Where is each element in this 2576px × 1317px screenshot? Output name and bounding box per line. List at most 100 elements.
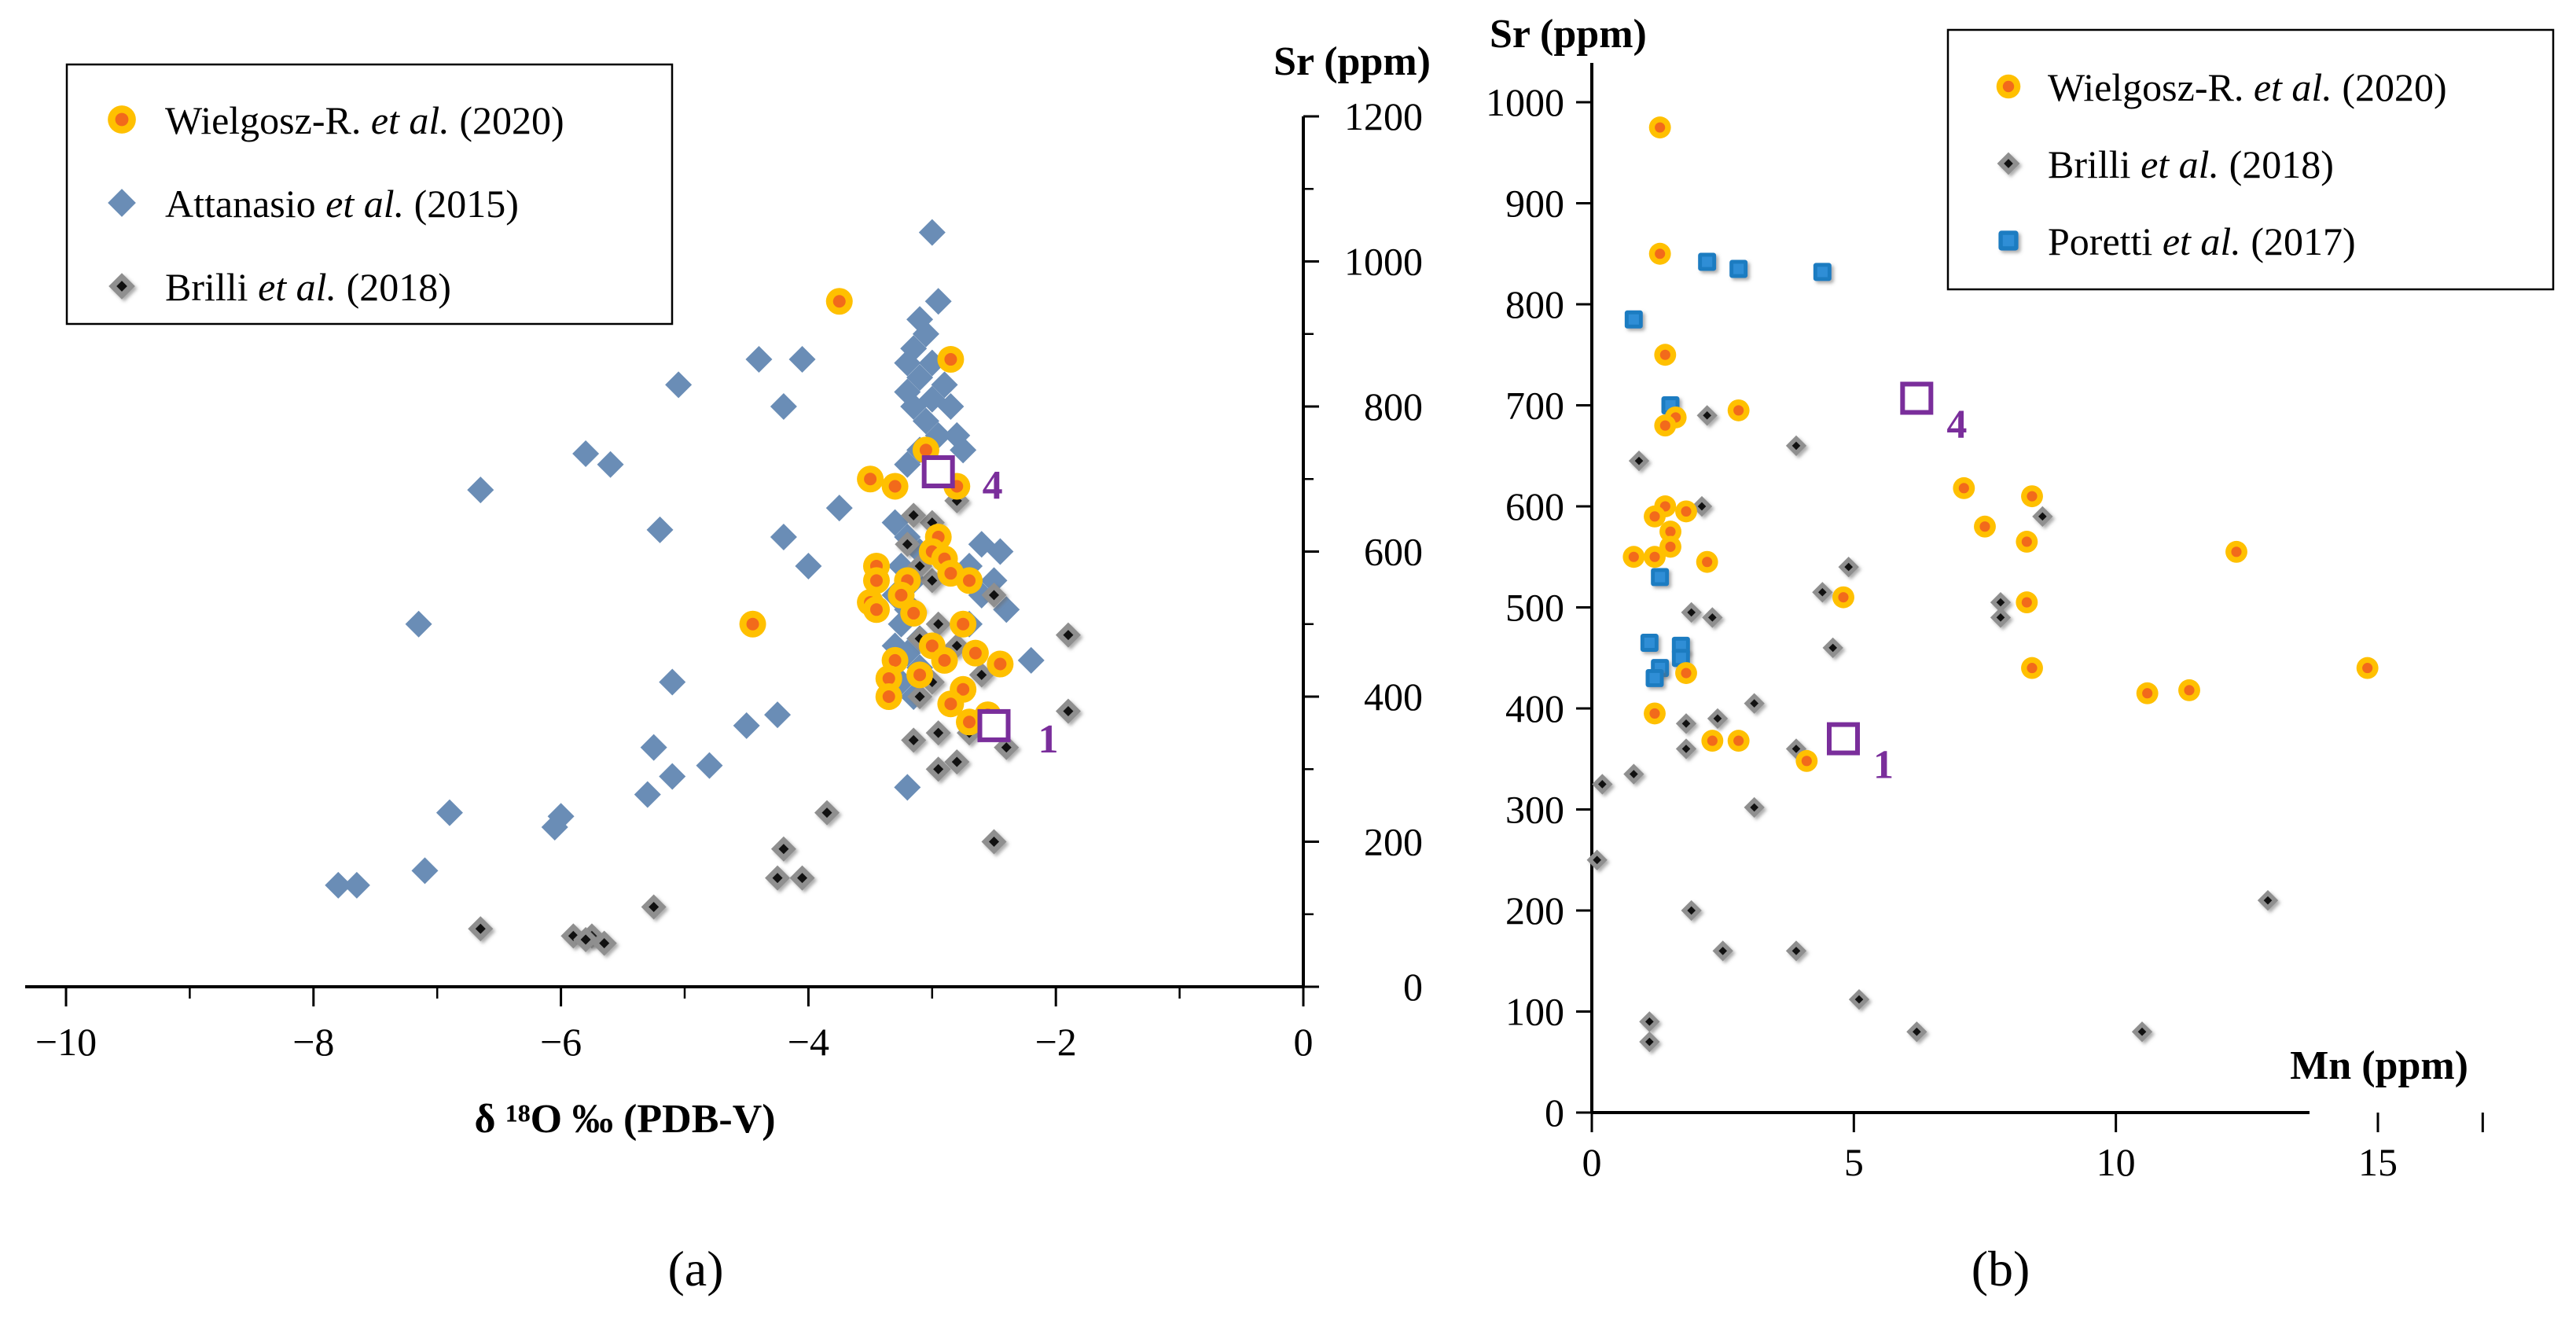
chart-panel-a: −10 −8 −6 −4 −2 0 0 200 400 600 800 1000 1200 4 1 Sr…: [25, 39, 1431, 1297]
data-point: [1729, 259, 1748, 278]
data-point: [2225, 540, 2247, 563]
data-point: [739, 610, 766, 638]
data-point: [1624, 310, 1643, 329]
sample-label: 4: [1946, 403, 1967, 447]
data-point: [1707, 708, 1729, 729]
legend-label: Wielgosz-R. et al. (2020): [2048, 65, 2447, 109]
data-point: [764, 701, 792, 729]
panel-label: (b): [1972, 1241, 2030, 1297]
data-point: [981, 582, 1007, 608]
x-tick-label: −8: [292, 1020, 334, 1064]
x-tick-label: −6: [540, 1020, 582, 1064]
legend-label: Brilli et al. (2018): [2048, 142, 2334, 186]
sample-marker-1: [1827, 722, 1860, 756]
x-axis-title: δ ¹⁸O ‰ (PDB-V): [474, 1097, 775, 1142]
data-point: [980, 567, 1008, 594]
legend-label: Brilli et al. (2018): [165, 265, 451, 309]
data-point: [2016, 531, 2038, 553]
x-tick-label: 15: [2358, 1140, 2398, 1184]
data-point: [814, 800, 840, 826]
data-point: [745, 346, 773, 373]
data-point: [467, 476, 494, 504]
data-point: [659, 763, 686, 790]
x-tick-label: −10: [35, 1020, 97, 1064]
y-tick-label: 600: [1364, 530, 1423, 574]
data-point: [765, 865, 791, 891]
data-point: [931, 371, 958, 399]
data-point: [2016, 591, 2038, 614]
data-point: [901, 727, 927, 753]
legend-box: [1946, 28, 2555, 291]
legend-marker: [1998, 230, 2019, 251]
legend-marker: [108, 189, 136, 217]
sample-marker-4: [1900, 381, 1934, 415]
data-point: [912, 407, 939, 435]
data-point: [950, 610, 977, 638]
data-point: [925, 611, 951, 637]
data-point: [1651, 568, 1670, 587]
data-point: [1644, 505, 1666, 528]
data-point: [573, 927, 599, 953]
data-point: [956, 567, 983, 594]
data-point: [925, 756, 951, 782]
data-point: [795, 552, 822, 579]
data-point: [343, 871, 370, 899]
chart-panel-b: 0 5 10 15 01002003004005006007008009001000 …: [1486, 12, 2555, 1297]
data-point: [1698, 252, 1717, 271]
data-point: [1812, 582, 1833, 603]
data-point: [2257, 890, 2279, 911]
data-point: [918, 219, 946, 246]
panel-label: (a): [667, 1241, 723, 1297]
data-point: [665, 371, 693, 399]
series-gray-diamond: [1586, 405, 2279, 1053]
data-point: [1659, 521, 1681, 543]
data-point: [937, 690, 965, 718]
data-point: [541, 814, 568, 841]
data-point: [1648, 242, 1671, 265]
data-point: [1639, 1011, 1660, 1032]
data-point: [1648, 116, 1671, 139]
data-point: [2032, 506, 2053, 527]
series-orange-circle: [1622, 116, 2379, 772]
data-point: [862, 596, 890, 624]
data-point: [900, 599, 928, 627]
series-blue-square: [1624, 252, 1832, 687]
data-point: [944, 749, 970, 775]
data-point: [2021, 485, 2043, 508]
data-point: [862, 567, 890, 594]
y-tick-label: 1200: [1344, 94, 1423, 138]
data-point: [1623, 763, 1644, 785]
x-axis-title: Mn (ppm): [2290, 1043, 2468, 1088]
data-point: [825, 288, 853, 315]
y-axis-title: Sr (ppm): [1490, 12, 1647, 57]
data-point: [1990, 607, 2012, 628]
y-tick-label: 200: [1505, 888, 1564, 933]
data-point: [1654, 414, 1677, 437]
data-point: [2021, 657, 2043, 679]
data-point: [981, 829, 1007, 855]
y-tick-label: 400: [1505, 686, 1564, 730]
data-point: [895, 532, 921, 557]
data-point: [1701, 730, 1724, 752]
data-point: [906, 661, 934, 689]
data-point: [1675, 713, 1697, 734]
data-point: [468, 916, 494, 942]
data-point: [1645, 668, 1664, 687]
sample-label: 1: [1038, 717, 1059, 762]
data-point: [1681, 899, 1702, 922]
y-tick-label: 700: [1505, 384, 1564, 428]
legend-label: Poretti et al. (2017): [2048, 219, 2356, 263]
y-tick-label: 1000: [1344, 240, 1423, 284]
data-point: [1795, 749, 1818, 772]
y-tick-label: 300: [1505, 788, 1564, 832]
y-tick-label: 500: [1505, 586, 1564, 630]
y-tick-label: 600: [1505, 484, 1564, 528]
data-point: [770, 836, 796, 862]
data-point: [591, 930, 617, 956]
data-point: [987, 538, 1014, 565]
data-point: [2178, 679, 2200, 701]
data-point: [1639, 1031, 1660, 1053]
data-point: [405, 610, 432, 638]
data-point: [641, 894, 667, 920]
